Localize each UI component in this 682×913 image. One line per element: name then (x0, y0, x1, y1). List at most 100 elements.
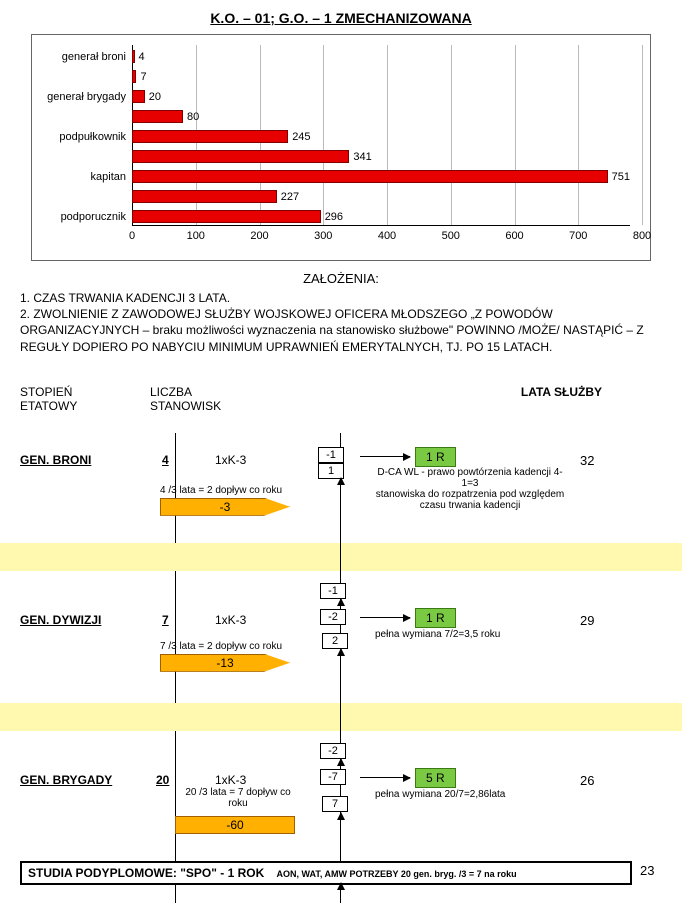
dop-dyw: 7 /3 lata = 2 dopływ co roku (160, 641, 282, 652)
bar (132, 130, 288, 143)
x-tick: 500 (442, 230, 460, 242)
bar-label: generał broni (62, 51, 132, 63)
bar (132, 110, 183, 123)
bar-label: kapitan (91, 171, 132, 183)
bar-value: 751 (612, 171, 630, 183)
bar-row: generał brygady20 (132, 89, 630, 104)
green-dyw: 1 R (415, 608, 456, 628)
box-bryg-below: 7 (322, 796, 348, 812)
kad-bryg: 1xK-3 (215, 773, 246, 787)
x-tick: 300 (314, 230, 332, 242)
bar-value: 4 (139, 51, 145, 63)
bar-value: 341 (353, 151, 371, 163)
note-broni: D-CA WL - prawo powtórzenia kadencji 4-1… (370, 467, 570, 511)
box-broni-top: -1 (318, 447, 344, 463)
bar (132, 210, 321, 223)
bar-row: 227 (132, 189, 630, 204)
bar (132, 50, 135, 63)
page-title: K.O. – 01; G.O. – 1 ZMECHANIZOWANA (20, 10, 662, 26)
col-stopien: STOPIEŃ (20, 385, 150, 399)
col-etatowy: ETATOWY (20, 399, 150, 413)
dop-bryg: 20 /3 lata = 7 dopływ co roku (178, 787, 298, 809)
bar-row: podporucznik296 (132, 209, 630, 224)
box-dyw-above: -1 (320, 583, 346, 599)
x-tick: 400 (378, 230, 396, 242)
x-axis: 0100200300400500600700800 (132, 225, 630, 255)
bar (132, 190, 277, 203)
flow-diagram: GEN. BRONI 4 1xK-3 -1 1 1 R 32 D-CA WL -… (20, 423, 662, 903)
box-dyw-below: 2 (322, 633, 348, 649)
assumption-1: 1. CZAS TRWANIA KADENCJI 3 LATA. (20, 290, 662, 306)
green-bryg: 5 R (415, 768, 456, 788)
box-dyw-mid: -2 (320, 609, 346, 625)
arrow-up-3b (340, 813, 341, 861)
bar-row: 80 (132, 109, 630, 124)
arrow-up-3a (340, 759, 341, 769)
box-bryg-mid: -7 (320, 769, 346, 785)
bar-label: podpułkownik (59, 131, 132, 143)
col-stanowisk: STANOWISK (150, 399, 270, 413)
bar-label: podporucznik (61, 211, 132, 223)
dop-broni: 4 /3 lata = 2 dopływ co roku (160, 485, 282, 496)
assumptions-header: ZAŁOŻENIA: (20, 271, 662, 286)
arrow-up-2a (340, 599, 341, 609)
bar-label: generał brygady (47, 91, 132, 103)
x-tick: 700 (569, 230, 587, 242)
bar (132, 170, 608, 183)
years-dyw: 29 (580, 613, 594, 628)
note-bryg: pełna wymiana 20/7=2,86lata (375, 789, 505, 800)
bar-value: 296 (325, 211, 343, 223)
bar-value: 227 (281, 191, 299, 203)
col-lata: LATA SŁUŻBY (270, 385, 662, 413)
x-tick: 600 (505, 230, 523, 242)
green-broni: 1 R (415, 447, 456, 467)
bar-row: podpułkownik245 (132, 129, 630, 144)
gridline (642, 45, 643, 225)
bar-row: 341 (132, 149, 630, 164)
arrow-dyw (360, 617, 410, 618)
study-bar: STUDIA PODYPLOMOWE: "SPO" - 1 ROK AON, W… (20, 861, 632, 885)
bar-value: 80 (187, 111, 199, 123)
x-tick: 200 (250, 230, 268, 242)
bar-row: kapitan751 (132, 169, 630, 184)
study-main: STUDIA PODYPLOMOWE: "SPO" - 1 ROK (28, 866, 264, 880)
bar (132, 150, 349, 163)
years-bryg: 26 (580, 773, 594, 788)
orange-broni: -3 (160, 498, 290, 516)
yellow-band-1 (0, 543, 682, 571)
rank-broni: GEN. BRONI (20, 453, 91, 467)
orange-bryg: -60 (175, 816, 295, 834)
rank-bar-chart: 0100200300400500600700800 generał broni4… (31, 34, 651, 261)
arrow-bryg (360, 777, 410, 778)
rank-dyw: GEN. DYWIZJI (20, 613, 101, 627)
bar-value: 20 (149, 91, 161, 103)
assumption-2: 2. ZWOLNIENIE Z ZAWODOWEJ SŁUŻBY WOJSKOW… (20, 306, 662, 355)
bar-value: 7 (140, 71, 146, 83)
rank-bryg: GEN. BRYGADY (20, 773, 112, 787)
count-dyw: 7 (162, 613, 169, 627)
bar-row: 7 (132, 69, 630, 84)
bar-row: generał broni4 (132, 49, 630, 64)
count-bryg: 20 (156, 773, 169, 787)
years-broni: 32 (580, 453, 594, 468)
kad-broni: 1xK-3 (215, 453, 246, 467)
kad-dyw: 1xK-3 (215, 613, 246, 627)
arrow-up-4 (340, 883, 341, 903)
x-tick: 800 (633, 230, 651, 242)
years-study: 23 (640, 863, 654, 878)
x-tick: 100 (187, 230, 205, 242)
arrow-broni (360, 456, 410, 457)
arrow-up-1 (340, 478, 341, 583)
bar (132, 70, 136, 83)
yellow-band-2 (0, 703, 682, 731)
orange-dyw: -13 (160, 654, 290, 672)
bar (132, 90, 145, 103)
col-liczba: LICZBA (150, 385, 270, 399)
note-dyw: pełna wymiana 7/2=3,5 roku (375, 629, 500, 640)
column-headers: STOPIEŃ ETATOWY LICZBA STANOWISK LATA SŁ… (20, 385, 662, 413)
bar-value: 245 (292, 131, 310, 143)
arrow-up-2b (340, 649, 341, 743)
assumptions-block: 1. CZAS TRWANIA KADENCJI 3 LATA. 2. ZWOL… (20, 290, 662, 355)
x-tick: 0 (129, 230, 135, 242)
study-sub: AON, WAT, AMW POTRZEBY 20 gen. bryg. /3 … (277, 869, 517, 879)
